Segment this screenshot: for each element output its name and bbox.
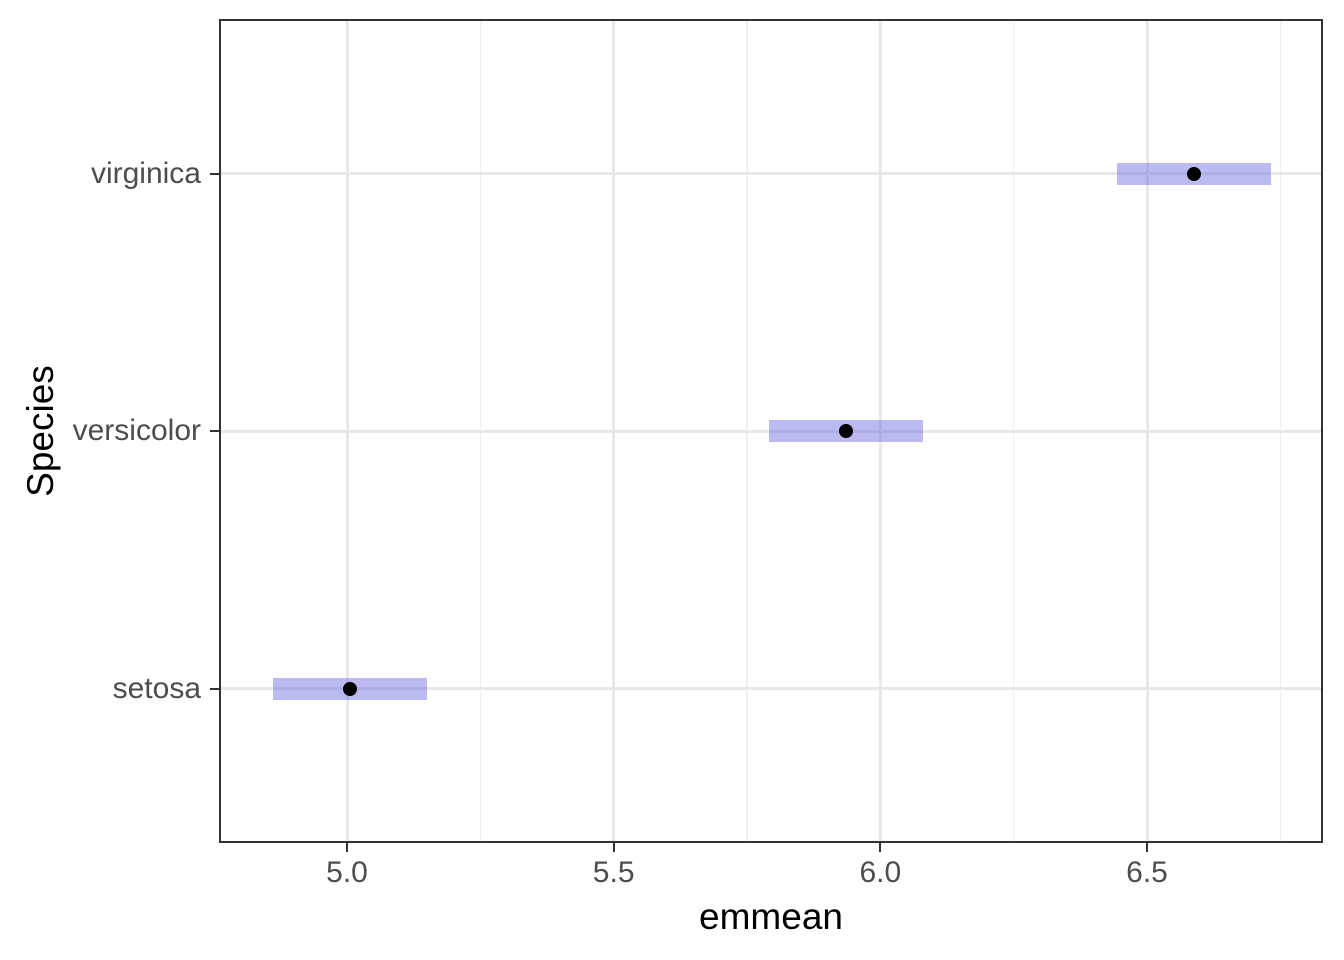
y-axis-title: Species xyxy=(20,365,61,497)
x-tick-label: 6.5 xyxy=(1126,856,1168,889)
x-tick-label: 5.0 xyxy=(326,856,368,889)
plot-panel xyxy=(219,19,1323,843)
y-tick-mark xyxy=(210,430,219,432)
gridline-major-horizontal xyxy=(219,429,1323,433)
x-tick-mark xyxy=(1146,843,1148,852)
point-marker xyxy=(1186,166,1201,181)
gridline-major-horizontal xyxy=(219,687,1323,690)
x-tick-mark xyxy=(612,843,615,852)
y-tick-label: setosa xyxy=(112,671,201,705)
x-tick-mark xyxy=(879,843,882,852)
y-tick-label: virginica xyxy=(90,156,201,190)
y-tick-mark xyxy=(210,687,219,690)
point-marker xyxy=(343,681,358,696)
y-tick-label: versicolor xyxy=(72,414,201,447)
x-tick-label: 5.5 xyxy=(592,856,635,889)
gridline-major-horizontal xyxy=(219,172,1323,175)
x-tick-label: 6.0 xyxy=(859,856,902,889)
y-tick-mark xyxy=(210,172,219,175)
point-marker xyxy=(839,424,854,438)
x-axis-title: emmean xyxy=(699,896,843,937)
x-tick-mark xyxy=(346,843,348,852)
